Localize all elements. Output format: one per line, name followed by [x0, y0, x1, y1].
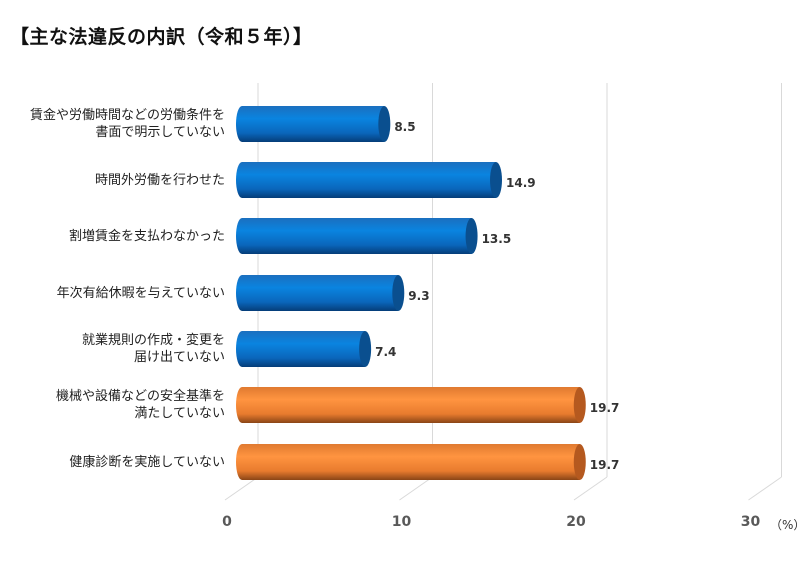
x-tick-label: 20: [566, 514, 586, 530]
bar: [236, 218, 478, 254]
bars: [236, 106, 586, 480]
category-label-line: 健康診断を実施していない: [69, 454, 225, 470]
category-label: 時間外労働を行わせた: [95, 172, 225, 189]
category-label-line: 割増賃金を支払わなかった: [68, 228, 225, 244]
bar: [236, 387, 586, 423]
category-label-line: 時間外労働を行わせた: [94, 172, 225, 188]
category-label-line: 満たしていない: [134, 406, 225, 421]
category-label: 割増賃金を支払わなかった: [69, 228, 225, 245]
category-label: 健康診断を実施していない: [69, 454, 225, 471]
unit-label: （%）: [770, 518, 800, 532]
value-label: 8.5: [394, 120, 416, 134]
category-label-line: 賃金や労働時間などの労働条件を: [29, 108, 225, 123]
chart-title: 【主な法違反の内訳（令和５年）】: [10, 26, 313, 48]
value-label: 14.9: [506, 176, 536, 190]
value-label: 19.7: [589, 401, 620, 415]
bar: [236, 162, 503, 198]
category-label: 賃金や労働時間などの労働条件を書面で明示していない: [30, 107, 225, 141]
category-label-line: 年次有給休暇を与えていない: [56, 285, 225, 301]
value-label: 13.5: [481, 232, 512, 246]
bar: [236, 106, 391, 142]
category-label-line: 機械や設備などの安全基準を: [55, 389, 225, 404]
x-tick-label: 30: [740, 514, 761, 530]
x-tick-label: 10: [391, 514, 412, 530]
category-label: 就業規則の作成・変更を届け出ていない: [82, 332, 225, 366]
value-label: 7.4: [375, 345, 397, 359]
category-label-line: 書面で明示していない: [95, 125, 225, 140]
bar: [236, 444, 586, 480]
value-label: 19.7: [589, 458, 620, 472]
value-label: 9.3: [408, 289, 430, 303]
category-label: 機械や設備などの安全基準を満たしていない: [56, 388, 225, 422]
x-tick-label: 0: [222, 514, 232, 530]
category-label-line: 就業規則の作成・変更を: [81, 333, 225, 348]
bar: [236, 331, 372, 367]
bar: [236, 275, 405, 311]
category-label-line: 届け出ていない: [133, 350, 225, 365]
category-label: 年次有給休暇を与えていない: [57, 285, 225, 302]
